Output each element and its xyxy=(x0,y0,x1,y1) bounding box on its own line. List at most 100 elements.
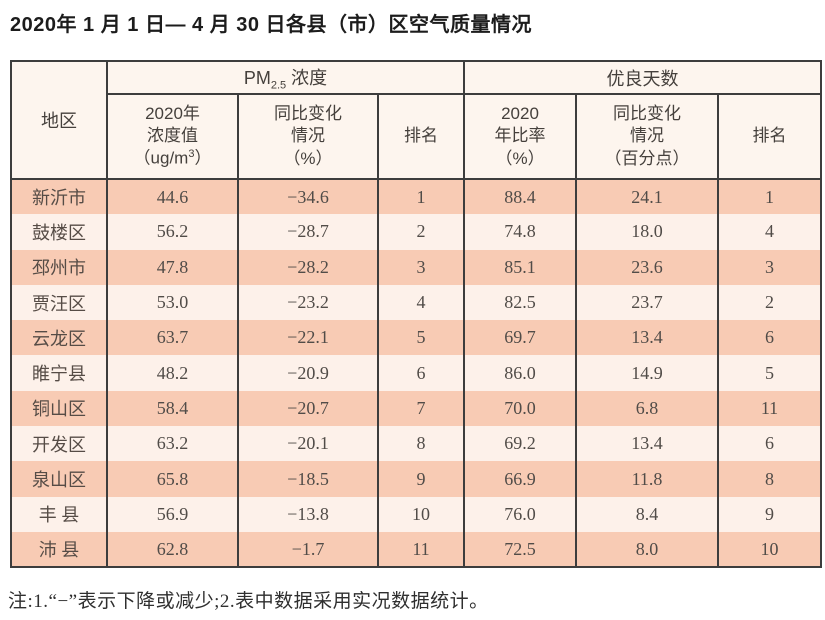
cell-pm_rank: 7 xyxy=(376,390,465,427)
cell-region: 贾汪区 xyxy=(11,284,107,321)
cell-pm_change: −20.9 xyxy=(237,355,378,391)
cell-pm_value: 53.0 xyxy=(106,284,238,321)
cell-region: 睢宁县 xyxy=(11,355,107,391)
cell-pm_value: 58.4 xyxy=(106,390,238,427)
cell-region: 丰 县 xyxy=(11,496,107,532)
cell-pm_change: −22.1 xyxy=(237,320,378,356)
cell-good_change: 8.0 xyxy=(575,531,719,568)
header-good-change: 同比变化 情况 （百分点） xyxy=(575,94,719,180)
cell-good_rate: 88.4 xyxy=(463,179,577,215)
cell-region: 沛 县 xyxy=(11,531,107,568)
cell-region: 泉山区 xyxy=(11,461,107,497)
page-title: 2020年 1 月 1 日— 4 月 30 日各县（市）区空气质量情况 xyxy=(10,14,533,36)
table-row: 丰 县 56.9 −13.8 10 76.0 8.4 9 xyxy=(11,496,822,532)
cell-region: 开发区 xyxy=(11,426,107,462)
footnote: 注:1.“−”表示下降或减少;2.表中数据采用实况数据统计。 xyxy=(8,591,489,612)
header-pm-value-lines: 2020年 浓度值 xyxy=(145,103,200,145)
air-quality-table: 地区 PM2.5 浓度 优良天数 2020年 浓度值 （ug/m3） 同比变化 … xyxy=(10,60,823,569)
cell-good_rank: 10 xyxy=(717,531,822,568)
table-row: 铜山区 58.4 −20.7 7 70.0 6.8 11 xyxy=(11,390,822,427)
cell-pm_change: −20.7 xyxy=(237,390,378,427)
header-region: 地区 xyxy=(11,61,107,180)
cell-region: 邳州市 xyxy=(11,249,107,285)
table-row: 新沂市 44.6 −34.6 1 88.4 24.1 1 xyxy=(11,179,822,215)
cell-good_change: 8.4 xyxy=(575,496,719,532)
cell-region: 鼓楼区 xyxy=(11,214,107,250)
table-body: 新沂市 44.6 −34.6 1 88.4 24.1 1 鼓楼区 56.2 −28.7 2 74.8 1… xyxy=(11,179,822,568)
cell-pm_rank: 10 xyxy=(376,496,465,532)
cell-good_rank: 8 xyxy=(717,461,822,497)
cell-pm_value: 65.8 xyxy=(106,461,238,497)
cell-good_rate: 74.8 xyxy=(463,214,577,250)
cell-region: 新沂市 xyxy=(11,179,107,215)
pm-subscript: 2.5 xyxy=(270,79,287,92)
cell-good_change: 13.4 xyxy=(575,320,719,356)
cell-pm_change: −1.7 xyxy=(237,531,378,568)
cell-good_rate: 70.0 xyxy=(463,390,577,427)
cell-good_rate: 86.0 xyxy=(463,355,577,391)
cell-good_rank: 9 xyxy=(717,496,822,532)
cell-pm_value: 48.2 xyxy=(106,355,238,391)
table-header: 地区 PM2.5 浓度 优良天数 2020年 浓度值 （ug/m3） 同比变化 … xyxy=(11,61,822,180)
cubic-superscript: 3 xyxy=(188,148,195,161)
cell-pm_value: 44.6 xyxy=(106,179,238,215)
cell-pm_rank: 3 xyxy=(376,249,465,285)
cell-pm_change: −23.2 xyxy=(237,284,378,321)
cell-pm_value: 62.8 xyxy=(106,531,238,568)
cell-good_rate: 69.2 xyxy=(463,426,577,462)
cell-pm_change: −20.1 xyxy=(237,426,378,462)
cell-good_rate: 76.0 xyxy=(463,496,577,532)
cell-good_change: 14.9 xyxy=(575,355,719,391)
cell-good_rank: 6 xyxy=(717,320,822,356)
cell-good_rank: 3 xyxy=(717,249,822,285)
header-pm-value: 2020年 浓度值 （ug/m3） xyxy=(106,94,238,180)
cell-pm_change: −18.5 xyxy=(237,461,378,497)
header-good-rate: 2020 年比率 （%） xyxy=(463,94,577,180)
group-header-row: 地区 PM2.5 浓度 优良天数 xyxy=(11,61,822,180)
cell-pm_change: −34.6 xyxy=(237,179,378,215)
cell-region: 云龙区 xyxy=(11,320,107,356)
cell-good_change: 23.6 xyxy=(575,249,719,285)
cell-good_change: 11.8 xyxy=(575,461,719,497)
header-good-rank: 排名 xyxy=(717,94,822,180)
cell-good_rank: 6 xyxy=(717,426,822,462)
cell-good_rank: 5 xyxy=(717,355,822,391)
cell-good_rank: 1 xyxy=(717,179,822,215)
cell-good_rate: 69.7 xyxy=(463,320,577,356)
header-pm-change: 同比变化 情况 （%） xyxy=(237,94,378,180)
cell-good_rate: 72.5 xyxy=(463,531,577,568)
cell-pm_change: −28.7 xyxy=(237,214,378,250)
cell-good_rank: 4 xyxy=(717,214,822,250)
cell-good_change: 18.0 xyxy=(575,214,719,250)
table-row: 开发区 63.2 −20.1 8 69.2 13.4 6 xyxy=(11,426,822,462)
cell-good_rank: 2 xyxy=(717,284,822,321)
cell-region: 铜山区 xyxy=(11,390,107,427)
cell-pm_rank: 11 xyxy=(376,531,465,568)
cell-pm_rank: 8 xyxy=(376,426,465,462)
table-row: 睢宁县 48.2 −20.9 6 86.0 14.9 5 xyxy=(11,355,822,391)
cell-good_change: 6.8 xyxy=(575,390,719,427)
cell-good_rate: 82.5 xyxy=(463,284,577,321)
cell-pm_value: 56.2 xyxy=(106,214,238,250)
cell-pm_value: 63.7 xyxy=(106,320,238,356)
cell-pm_rank: 4 xyxy=(376,284,465,321)
table-row: 泉山区 65.8 −18.5 9 66.9 11.8 8 xyxy=(11,461,822,497)
cell-good_rank: 11 xyxy=(717,390,822,427)
table-row: 沛 县 62.8 −1.7 11 72.5 8.0 10 xyxy=(11,531,822,568)
cell-pm_rank: 9 xyxy=(376,461,465,497)
cell-good_change: 13.4 xyxy=(575,426,719,462)
table-row: 云龙区 63.7 −22.1 5 69.7 13.4 6 xyxy=(11,320,822,356)
cell-pm_change: −13.8 xyxy=(237,496,378,532)
cell-pm_value: 63.2 xyxy=(106,426,238,462)
pm-label: PM xyxy=(243,67,271,88)
cell-pm_rank: 6 xyxy=(376,355,465,391)
table-row: 邳州市 47.8 −28.2 3 85.1 23.6 3 xyxy=(11,249,822,285)
pm-suffix: 浓度 xyxy=(286,67,328,88)
cell-pm_rank: 1 xyxy=(376,179,465,215)
table-row: 贾汪区 53.0 −23.2 4 82.5 23.7 2 xyxy=(11,284,822,321)
cell-good_rate: 66.9 xyxy=(463,461,577,497)
cell-pm_value: 56.9 xyxy=(106,496,238,532)
cell-pm_change: −28.2 xyxy=(237,249,378,285)
cell-good_change: 23.7 xyxy=(575,284,719,321)
cell-pm_rank: 2 xyxy=(376,214,465,250)
